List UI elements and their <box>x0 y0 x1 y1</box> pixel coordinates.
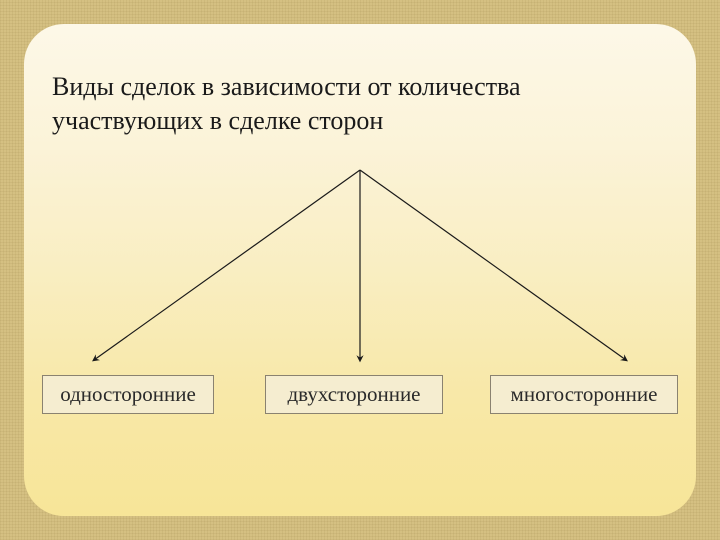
diagram-edge <box>360 170 626 360</box>
slide-title: Виды сделок в зависимости от количества … <box>52 70 668 138</box>
node-box-center: двухсторонние <box>265 375 443 414</box>
diagram-edge <box>94 170 360 360</box>
tree-diagram <box>24 160 696 370</box>
diagram-lines <box>94 170 626 360</box>
node-box-left: односторонние <box>42 375 214 414</box>
node-box-right: многосторонние <box>490 375 678 414</box>
